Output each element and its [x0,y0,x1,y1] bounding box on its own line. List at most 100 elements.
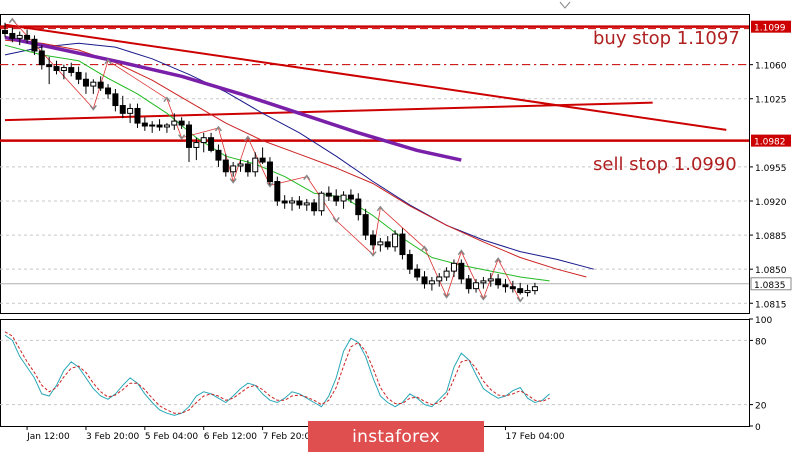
candle-bear [311,202,318,212]
current-price-label-text: 1.0835 [754,281,786,291]
candle-bull [487,278,494,282]
candle-bear [517,288,524,294]
candle-bear [178,120,185,126]
fractal-down-marker [479,294,487,301]
candle-bear [31,38,38,52]
osc-tick-label: 20 [755,402,767,412]
fractal-down-marker [229,178,237,184]
fractal-up-marker [163,96,171,103]
candle-bull [289,200,296,204]
candle-bull [230,165,237,173]
fractal-up-marker [214,125,223,132]
candle-bear [355,198,362,216]
fractal-up-marker [457,249,465,256]
osc-tick-label: 0 [755,423,761,433]
fractal-down-marker [89,105,97,111]
candle-bull [450,262,457,272]
candle-bear [333,195,340,202]
fractal-up-marker [420,245,429,252]
y-tick-label: 1.0850 [755,266,787,276]
candle-bear [384,241,391,248]
candle-bull [252,157,259,173]
x-tick-label: 6 Feb 12:00 [204,432,258,442]
x-tick-label: 3 Feb 20:00 [86,432,140,442]
fractal-up-marker [244,135,252,142]
candle-bear [458,262,465,280]
candle-bear [399,233,406,256]
candle-bull [436,276,443,282]
y-tick-label: 1.0955 [755,164,787,174]
fractal-down-marker [443,292,451,299]
candle-bear [112,93,119,107]
candle-bear [281,200,288,204]
y-tick-label: 1.1025 [755,96,787,106]
fractal-up-marker [494,257,502,263]
candle-bear [156,124,163,128]
fractal-up-marker [104,58,112,65]
candle-bull [473,282,480,290]
oscillator-panel-frame [0,319,750,427]
candle-bull [200,137,207,144]
candle-bull [443,270,450,278]
oscillator-main-line [4,334,550,416]
candle-bear [502,284,509,288]
candle-bear [141,122,148,127]
fractal-up-marker [376,205,384,212]
price-label-bg [751,20,791,33]
instaforex-logo-badge: instaforex [308,421,484,452]
candle-bull [16,34,23,39]
candle-bull [480,280,487,284]
candle-bear [222,159,229,173]
candle-bear [465,278,472,290]
candle-bear [97,81,104,89]
candle-bull [318,192,325,212]
candle-bull [193,142,200,148]
osc-tick-label: 80 [755,337,767,347]
x-tick-label: Jan 12:00 [26,432,70,442]
candle-bear [186,124,192,148]
fractal-down-marker [369,251,377,257]
candle-bear [134,107,141,124]
candle-bull [340,194,347,202]
candle-bull [60,67,67,71]
candle-bull [428,280,435,285]
oscillator-signal-line [4,331,550,414]
candle-bear [266,161,273,183]
candle-bear [119,105,126,114]
candle-bear [2,30,8,34]
candle-bull [524,290,531,294]
fractal-up-marker [303,174,311,181]
candle-bear [53,66,60,71]
candle-bear [325,192,332,197]
candle-bear [46,64,53,68]
fractal-up-marker [8,17,16,24]
candle-bear [215,149,222,161]
candle-bear [38,50,45,66]
fractal-down-marker [332,217,340,223]
y-tick-label: 1.0885 [755,232,787,242]
candle-bear [421,276,428,285]
candle-bull [171,120,178,126]
candle-bear [208,137,215,151]
candle-bull [149,124,156,127]
price-label-text: 1.0982 [754,138,786,148]
candle-bear [68,67,75,73]
candle-bear [24,34,31,40]
candle-bear [259,157,266,163]
candle-bear [296,200,303,206]
descending-trendline [4,23,727,131]
y-tick-label: 1.0815 [755,300,787,310]
candle-bear [82,78,89,87]
candle-bear [495,278,502,286]
rising-trendline [4,101,653,122]
y-tick-label: 1.1060 [755,62,787,72]
candle-bear [509,286,516,290]
top-marker-icon [559,1,571,9]
candle-bear [370,234,376,246]
fractal-down-marker [516,296,524,303]
x-tick-label: 5 Feb 04:00 [145,432,199,442]
price-panel-frame [0,14,750,314]
ma-navy-line [4,42,594,270]
